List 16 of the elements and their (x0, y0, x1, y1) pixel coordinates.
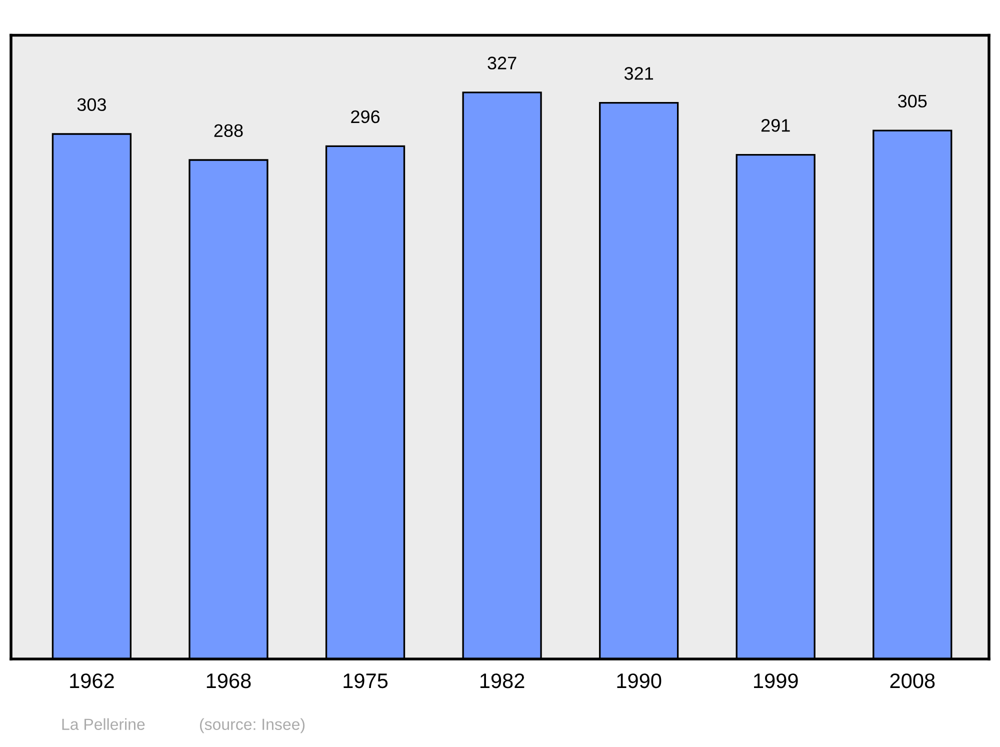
data-label: 291 (761, 119, 790, 132)
data-label: 288 (214, 124, 243, 137)
text: La Pellerine (62, 718, 145, 730)
data-label: 327 (488, 56, 516, 70)
data-label: 303 (77, 98, 106, 112)
data-label: 296 (351, 110, 380, 124)
x-tick-label: 1962 (70, 673, 114, 688)
x-tick-label: 1999 (754, 673, 798, 688)
x-tick-label: 1990 (617, 673, 662, 688)
x-tick-label: 1982 (480, 673, 524, 688)
x-tick-label: 1975 (344, 673, 388, 688)
data-label: 321 (624, 67, 654, 80)
x-tick-label: 2008 (890, 673, 935, 688)
text: (source: Insee) (200, 718, 305, 734)
x-tick-label: 1968 (206, 673, 251, 688)
data-label: 305 (898, 94, 927, 108)
